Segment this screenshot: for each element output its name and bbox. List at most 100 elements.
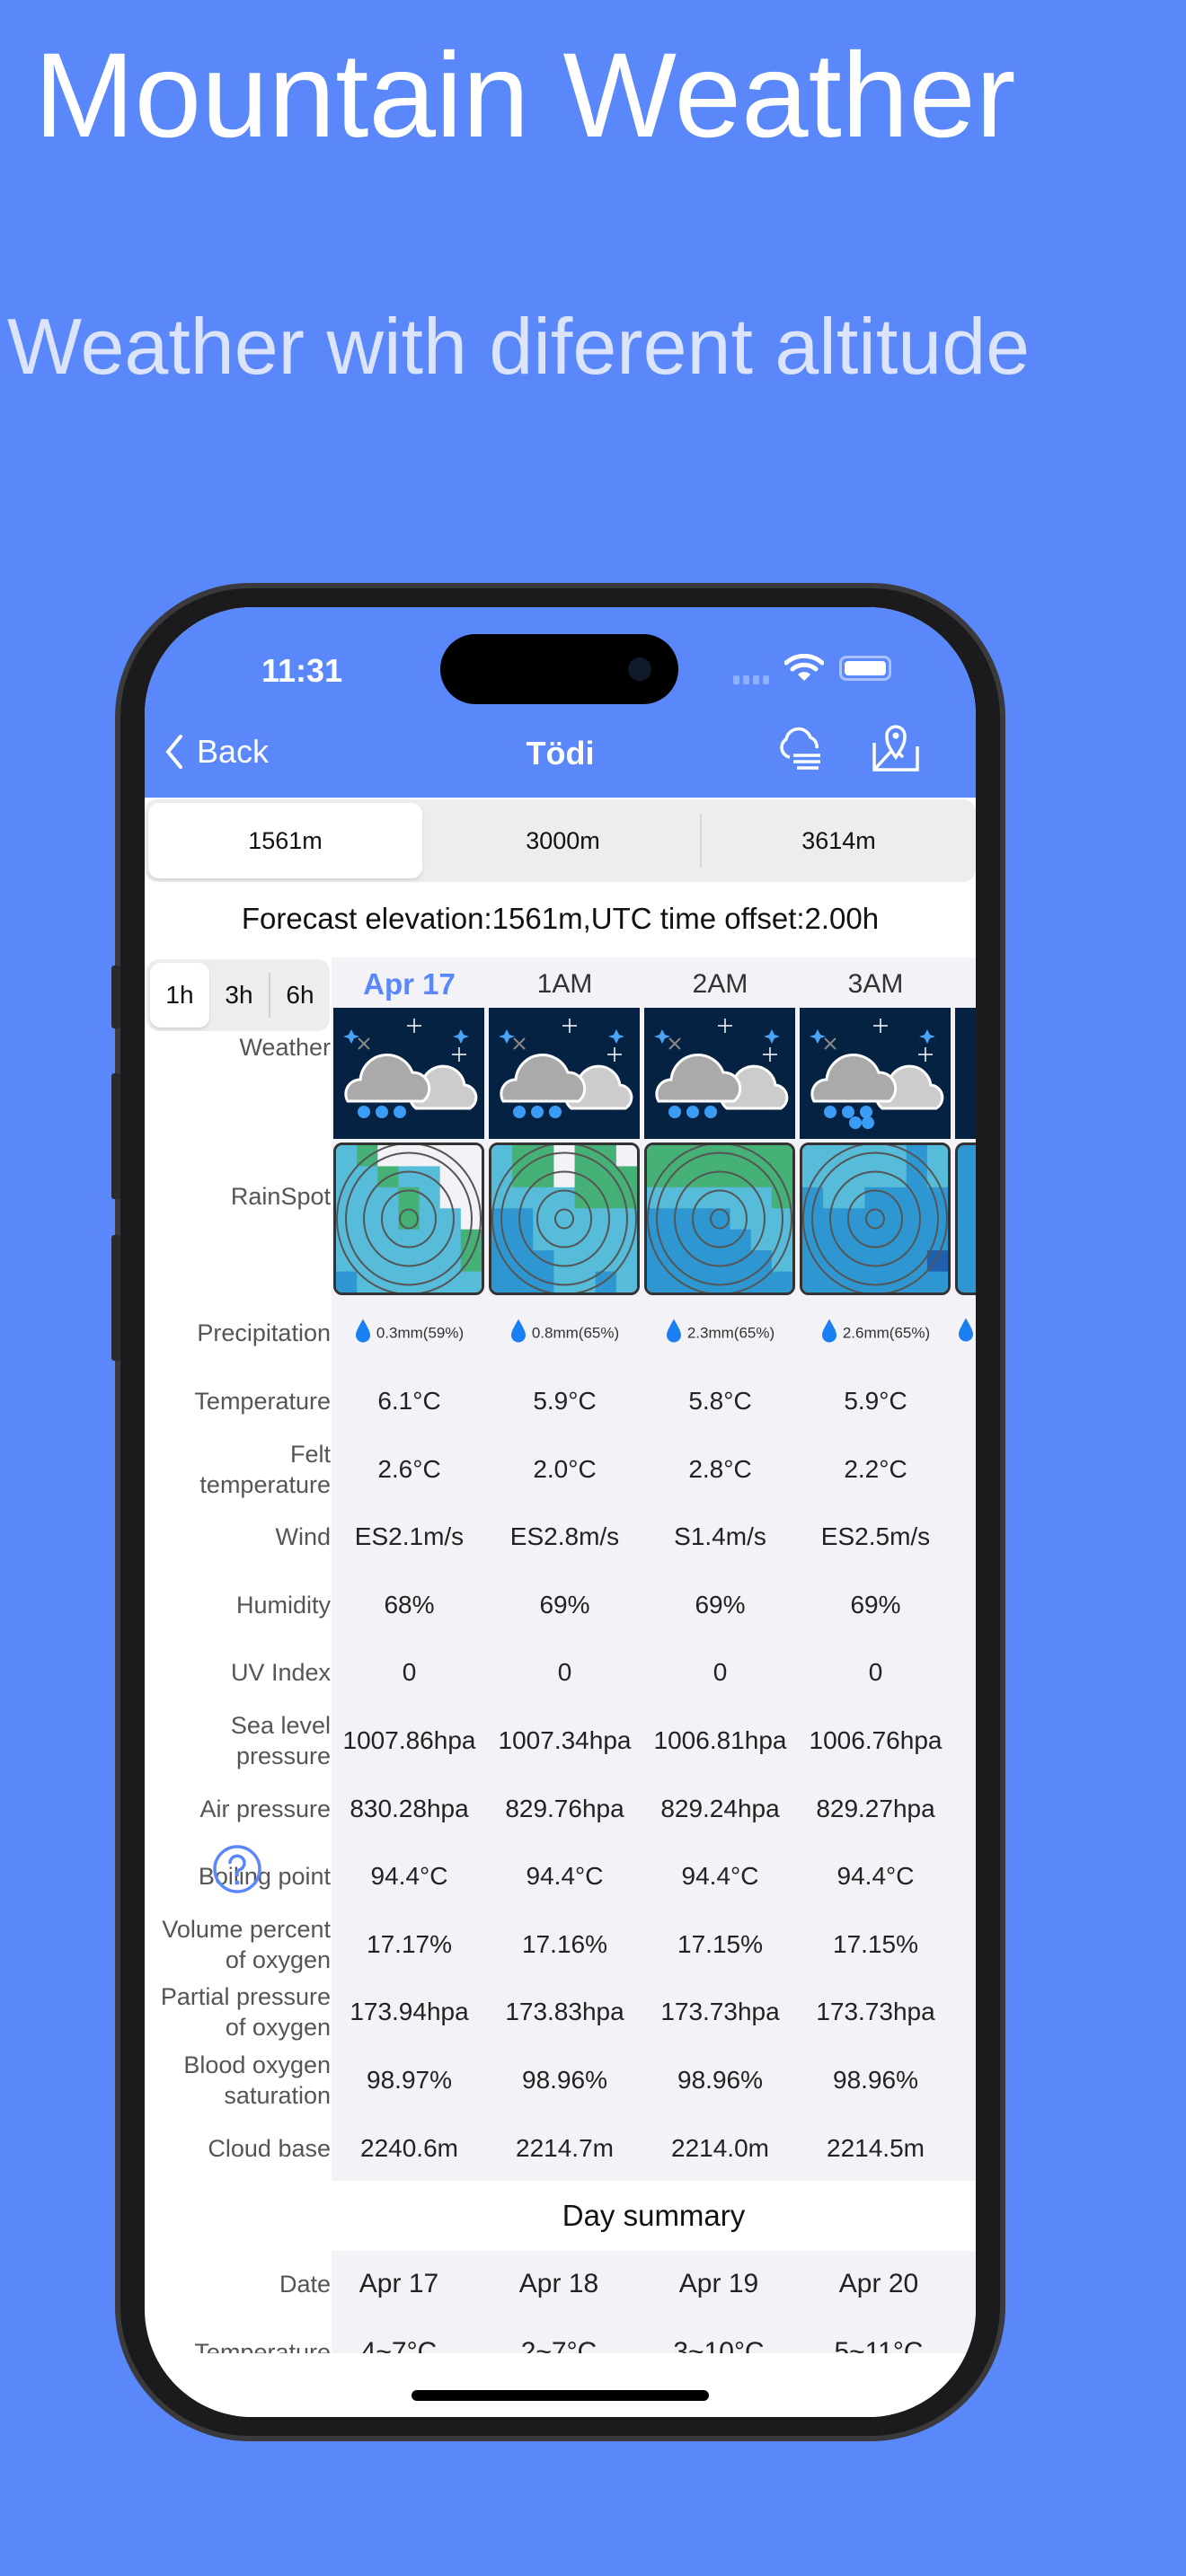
- hourly-row: UV Index 0 0 0 0: [145, 1638, 976, 1707]
- precipitation-row: Precipitation 0.3mm(59%) 0.8mm(65%) 2.3mm(6…: [145, 1299, 976, 1367]
- cell-value: 98.96%: [677, 2066, 763, 2094]
- cell-value: Apr 17: [358, 2269, 439, 2298]
- rainspot-map[interactable]: [333, 1142, 484, 1295]
- row-label: Humidity: [235, 1591, 331, 1619]
- hourly-row: Air pressure 830.28hpa 829.76hpa 829.24hpa 8…: [145, 1775, 976, 1843]
- interval-option[interactable]: 6h: [286, 981, 314, 1009]
- cell-value: 94.4°C: [526, 1862, 604, 1891]
- cell-value: 173.73hpa: [660, 1998, 780, 2026]
- interval-option[interactable]: 3h: [225, 981, 253, 1009]
- cell-value: 2.0°C: [533, 1454, 597, 1483]
- interval-selector: 1h 3h 6h: [146, 959, 330, 1031]
- column-header: 2AM: [692, 969, 748, 999]
- hourly-row: Volume percent of oxygen 17.17% 17.16% 17.1…: [145, 1910, 976, 1979]
- app-screen: 11:31 Back Tödi 1561m 3000m 3614m Foreca…: [145, 607, 976, 2417]
- elevation-option[interactable]: 3000m: [526, 826, 600, 854]
- cell-value: 98.96%: [522, 2066, 607, 2094]
- cell-value: 69%: [850, 1590, 901, 1619]
- precipitation-value: 0.8mm(65%): [487, 1319, 642, 1348]
- cell-value: 1006.76hpa: [809, 1726, 943, 1754]
- hourly-row: Humidity 68% 69% 69% 69%: [145, 1571, 976, 1639]
- cell-value: 94.4°C: [681, 1862, 759, 1891]
- elevation-option[interactable]: 3614m: [801, 826, 876, 854]
- elevation-selector: 1561m 3000m 3614m: [145, 799, 976, 882]
- cell-value: 98.97%: [367, 2066, 452, 2094]
- phone-button: [111, 1073, 120, 1199]
- hourly-row: Temperature 6.1°C 5.9°C 5.8°C 5.9°C: [145, 1367, 976, 1435]
- cell-value: 98.96%: [833, 2066, 918, 2094]
- cell-value: 1007.34hpa: [498, 1726, 632, 1754]
- hourly-row: Felt temperature 2.6°C 2.0°C 2.8°C 2.2°C: [145, 1435, 976, 1504]
- cell-value: ES2.5m/s: [820, 1522, 931, 1551]
- cell-value: 173.83hpa: [505, 1998, 624, 2026]
- cell-value: 5.8°C: [688, 1387, 752, 1415]
- back-label: Back: [197, 733, 270, 770]
- cell-value: ES2.8m/s: [509, 1522, 620, 1551]
- cell-value: ES2.1m/s: [354, 1522, 465, 1551]
- rainspot-row: RainSpot: [145, 1142, 976, 1297]
- phone-button: [111, 1235, 120, 1361]
- cell-value: 0: [712, 1658, 728, 1687]
- cell-value: 17.15%: [833, 1929, 918, 1958]
- rainspot-map-partial[interactable]: [955, 1142, 976, 1295]
- row-label: Air pressure: [199, 1795, 331, 1822]
- cell-value: 2.8°C: [688, 1454, 752, 1483]
- rainspot-map[interactable]: [489, 1142, 640, 1295]
- wifi-icon: [784, 653, 824, 681]
- raindrop-icon: [957, 1318, 975, 1349]
- cell-value: Apr 19: [678, 2269, 759, 2298]
- divider: [269, 973, 270, 1018]
- precipitation-value: 0.3mm(59%): [332, 1319, 487, 1348]
- hourly-row: Blood oxygen saturation 98.97% 98.96% 98.96…: [145, 2046, 976, 2114]
- back-button[interactable]: Back: [164, 733, 269, 771]
- raindrop-icon: [510, 1319, 527, 1348]
- rainspot-map[interactable]: [644, 1142, 795, 1295]
- camera-icon: [628, 657, 651, 681]
- cell-value: 17.16%: [522, 1929, 607, 1958]
- elevation-option[interactable]: 1561m: [148, 803, 422, 878]
- help-icon[interactable]: [212, 1844, 262, 1894]
- home-indicator[interactable]: [412, 2390, 709, 2401]
- cell-value: 1007.86hpa: [342, 1726, 476, 1754]
- promo-title: Mountain Weather: [34, 29, 1016, 163]
- cloud-rain-night-icon: [333, 1008, 484, 1139]
- row-label: Blood oxygen saturation: [183, 2051, 331, 2109]
- interval-option[interactable]: 1h: [150, 963, 209, 1028]
- cell-value: 0: [402, 1658, 417, 1687]
- row-label: Date: [279, 2271, 331, 2298]
- row-label: Weather: [239, 1034, 331, 1062]
- hourly-row: Wind ES2.1m/s ES2.8m/s S1.4m/s ES2.5m/s: [145, 1503, 976, 1571]
- hourly-row: Sea level pressure 1007.86hpa 1007.34hpa 10…: [145, 1707, 976, 1775]
- cloud-fog-icon[interactable]: [774, 721, 824, 772]
- cell-value: 94.4°C: [370, 1862, 448, 1891]
- divider: [700, 814, 702, 868]
- cell-value: 69%: [695, 1590, 746, 1619]
- column-header: 1AM: [536, 969, 593, 999]
- row-label: Partial pressure of oxygen: [160, 1983, 331, 2042]
- column-header: 3AM: [847, 969, 904, 999]
- chevron-left-icon: [165, 735, 182, 769]
- row-label: Volume percent of oxygen: [162, 1915, 331, 1973]
- day-summary-row: Date Apr 17 Apr 18 Apr 19 Apr 20: [145, 2250, 976, 2318]
- map-pin-icon[interactable]: [871, 721, 921, 772]
- weather-icon-partial: [955, 1008, 976, 1139]
- status-time: 11:31: [261, 652, 343, 689]
- dynamic-island: [440, 634, 678, 704]
- row-label: RainSpot: [230, 1183, 331, 1211]
- battery-icon: [839, 656, 891, 681]
- precipitation-value: 2.6mm(65%): [798, 1319, 953, 1348]
- cloud-rain-night-icon: [644, 1008, 795, 1139]
- cell-value: 173.94hpa: [350, 1998, 469, 2026]
- cell-value: 2214.0m: [671, 2133, 769, 2162]
- hourly-row: Cloud base 2240.6m 2214.7m 2214.0m 2214.5m: [145, 2114, 976, 2183]
- cell-value: 2.2°C: [844, 1454, 907, 1483]
- cell-value: 2214.7m: [516, 2133, 614, 2162]
- hourly-row: Boiling point 94.4°C 94.4°C 94.4°C 94.4°C: [145, 1842, 976, 1910]
- raindrop-icon: [821, 1319, 837, 1348]
- precipitation-text: 0.3mm(59%): [376, 1324, 465, 1341]
- rainspot-map[interactable]: [800, 1142, 951, 1295]
- cell-value: 0: [868, 1658, 883, 1687]
- cell-value: 1006.81hpa: [653, 1726, 787, 1754]
- cell-value: 5.9°C: [844, 1387, 907, 1415]
- weather-row: Weather: [145, 1008, 976, 1141]
